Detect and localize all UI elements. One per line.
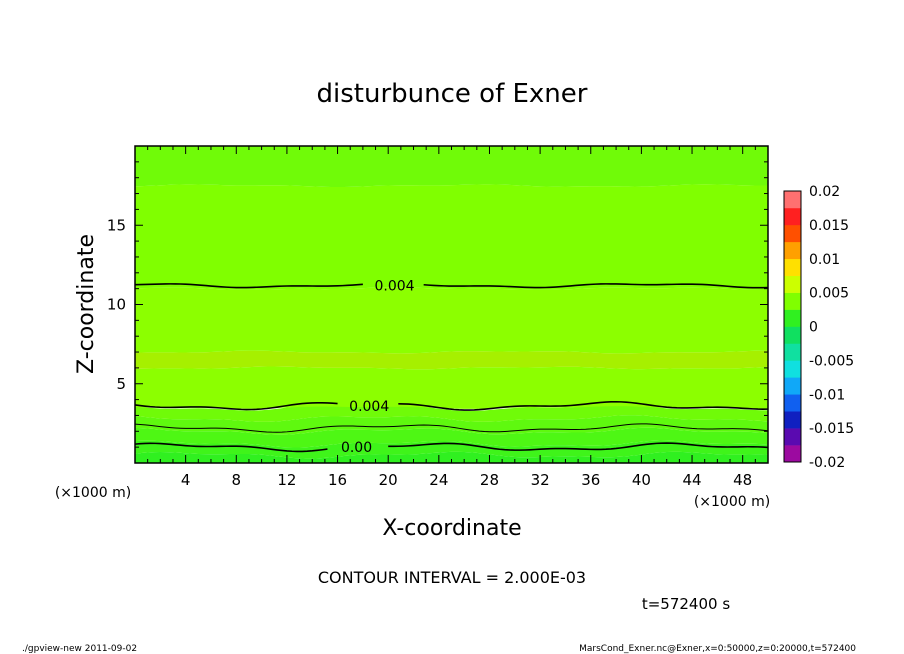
colorbar-label: 0.015: [809, 218, 849, 234]
colorbar-swatch: [784, 360, 801, 378]
heatmap-band-1: [135, 440, 768, 459]
x-tick-label: 32: [531, 471, 550, 489]
heatmap-band-9: [135, 146, 768, 188]
heatmap-band-8: [135, 184, 768, 290]
colorbar-swatch: [784, 191, 801, 209]
x-tick-label: 12: [277, 471, 296, 489]
colorbar-swatch: [784, 326, 801, 344]
contour-line-2: [134, 400, 769, 411]
x-unit-label: (×1000 m): [694, 494, 770, 510]
time-text: t=572400 s: [642, 595, 730, 613]
colorbar-swatch: [784, 224, 801, 243]
x-tick-label: 4: [181, 471, 191, 489]
colorbar-label: -0.02: [809, 455, 845, 471]
heatmap-band-0: [135, 451, 768, 463]
heatmap-band-5: [135, 366, 768, 409]
colorbar-label: -0.015: [809, 421, 854, 437]
contour-line-1: [134, 423, 769, 433]
contour-label: 0.004: [374, 278, 414, 294]
colorbar-swatch: [784, 258, 801, 276]
heatmap-field: [135, 146, 768, 463]
x-tick-label: 36: [581, 471, 600, 489]
y-axis: 5 10 15: [107, 161, 768, 448]
colorbar-label: 0.005: [809, 286, 849, 302]
colorbar-swatch: [784, 309, 801, 327]
chart-title: disturbunce of Exner: [317, 79, 588, 109]
x-tick-label: 24: [429, 471, 448, 489]
y-unit-label: (×1000 m): [55, 485, 131, 501]
colorbar-frame: [783, 190, 802, 463]
colorbar: 0.02 0.015 0.01 0.005 0 -0.005 -0.01 -0.015 -0.0…: [783, 184, 854, 471]
footer-left: ./gpview-new 2011-09-02: [22, 644, 137, 654]
footer-right: MarsCond_Exner.nc@Exner,x=0:50000,z=0:20…: [579, 644, 856, 654]
x-tick-label: 40: [632, 471, 651, 489]
contour-interval-text: CONTOUR INTERVAL = 2.000E-03: [318, 568, 586, 587]
colorbar-swatch: [784, 207, 801, 226]
contour-label: 0.00: [341, 440, 372, 456]
y-tick-label: 5: [116, 375, 126, 393]
colorbar-swatch: [784, 343, 801, 361]
x-tick-label: 44: [682, 471, 701, 489]
heatmap-band-4: [135, 404, 768, 422]
contour-label: 0.004: [349, 399, 389, 415]
contour-lines: 0.00 0.004 0.004: [134, 278, 769, 456]
colorbar-swatch: [784, 411, 801, 429]
x-tick-label: 48: [733, 471, 752, 489]
y-tick-label: 15: [107, 216, 126, 234]
heatmap-band-7: [135, 287, 768, 354]
heatmap-band-6: [135, 350, 768, 370]
y-axis-label: Z-coordinate: [74, 234, 99, 374]
x-tick-label: 20: [379, 471, 398, 489]
colorbar-label: 0: [809, 320, 818, 336]
colorbar-swatch: [784, 377, 801, 395]
x-axis: 4 8 12 16 20 24 28 32 36 40 44 48: [147, 146, 756, 489]
contour-line-0: [134, 442, 769, 453]
contour-line-3: [134, 283, 769, 289]
colorbar-swatch: [784, 428, 801, 446]
colorbar-label: 0.01: [809, 252, 840, 268]
x-tick-label: 16: [328, 471, 347, 489]
colorbar-swatch: [784, 275, 801, 293]
colorbar-label: -0.005: [809, 353, 854, 369]
colorbar-label: 0.02: [809, 184, 840, 200]
colorbar-label: -0.01: [809, 387, 845, 403]
heatmap-band-2: [135, 427, 768, 448]
colorbar-swatch: [784, 292, 801, 310]
x-tick-label: 28: [480, 471, 499, 489]
x-tick-label: 8: [232, 471, 242, 489]
colorbar-swatch: [784, 394, 801, 412]
colorbar-swatch: [784, 445, 801, 463]
x-axis-label: X-coordinate: [382, 516, 521, 541]
y-tick-label: 10: [107, 296, 126, 314]
colorbar-swatch: [784, 241, 801, 260]
heatmap-band-3: [135, 415, 768, 435]
